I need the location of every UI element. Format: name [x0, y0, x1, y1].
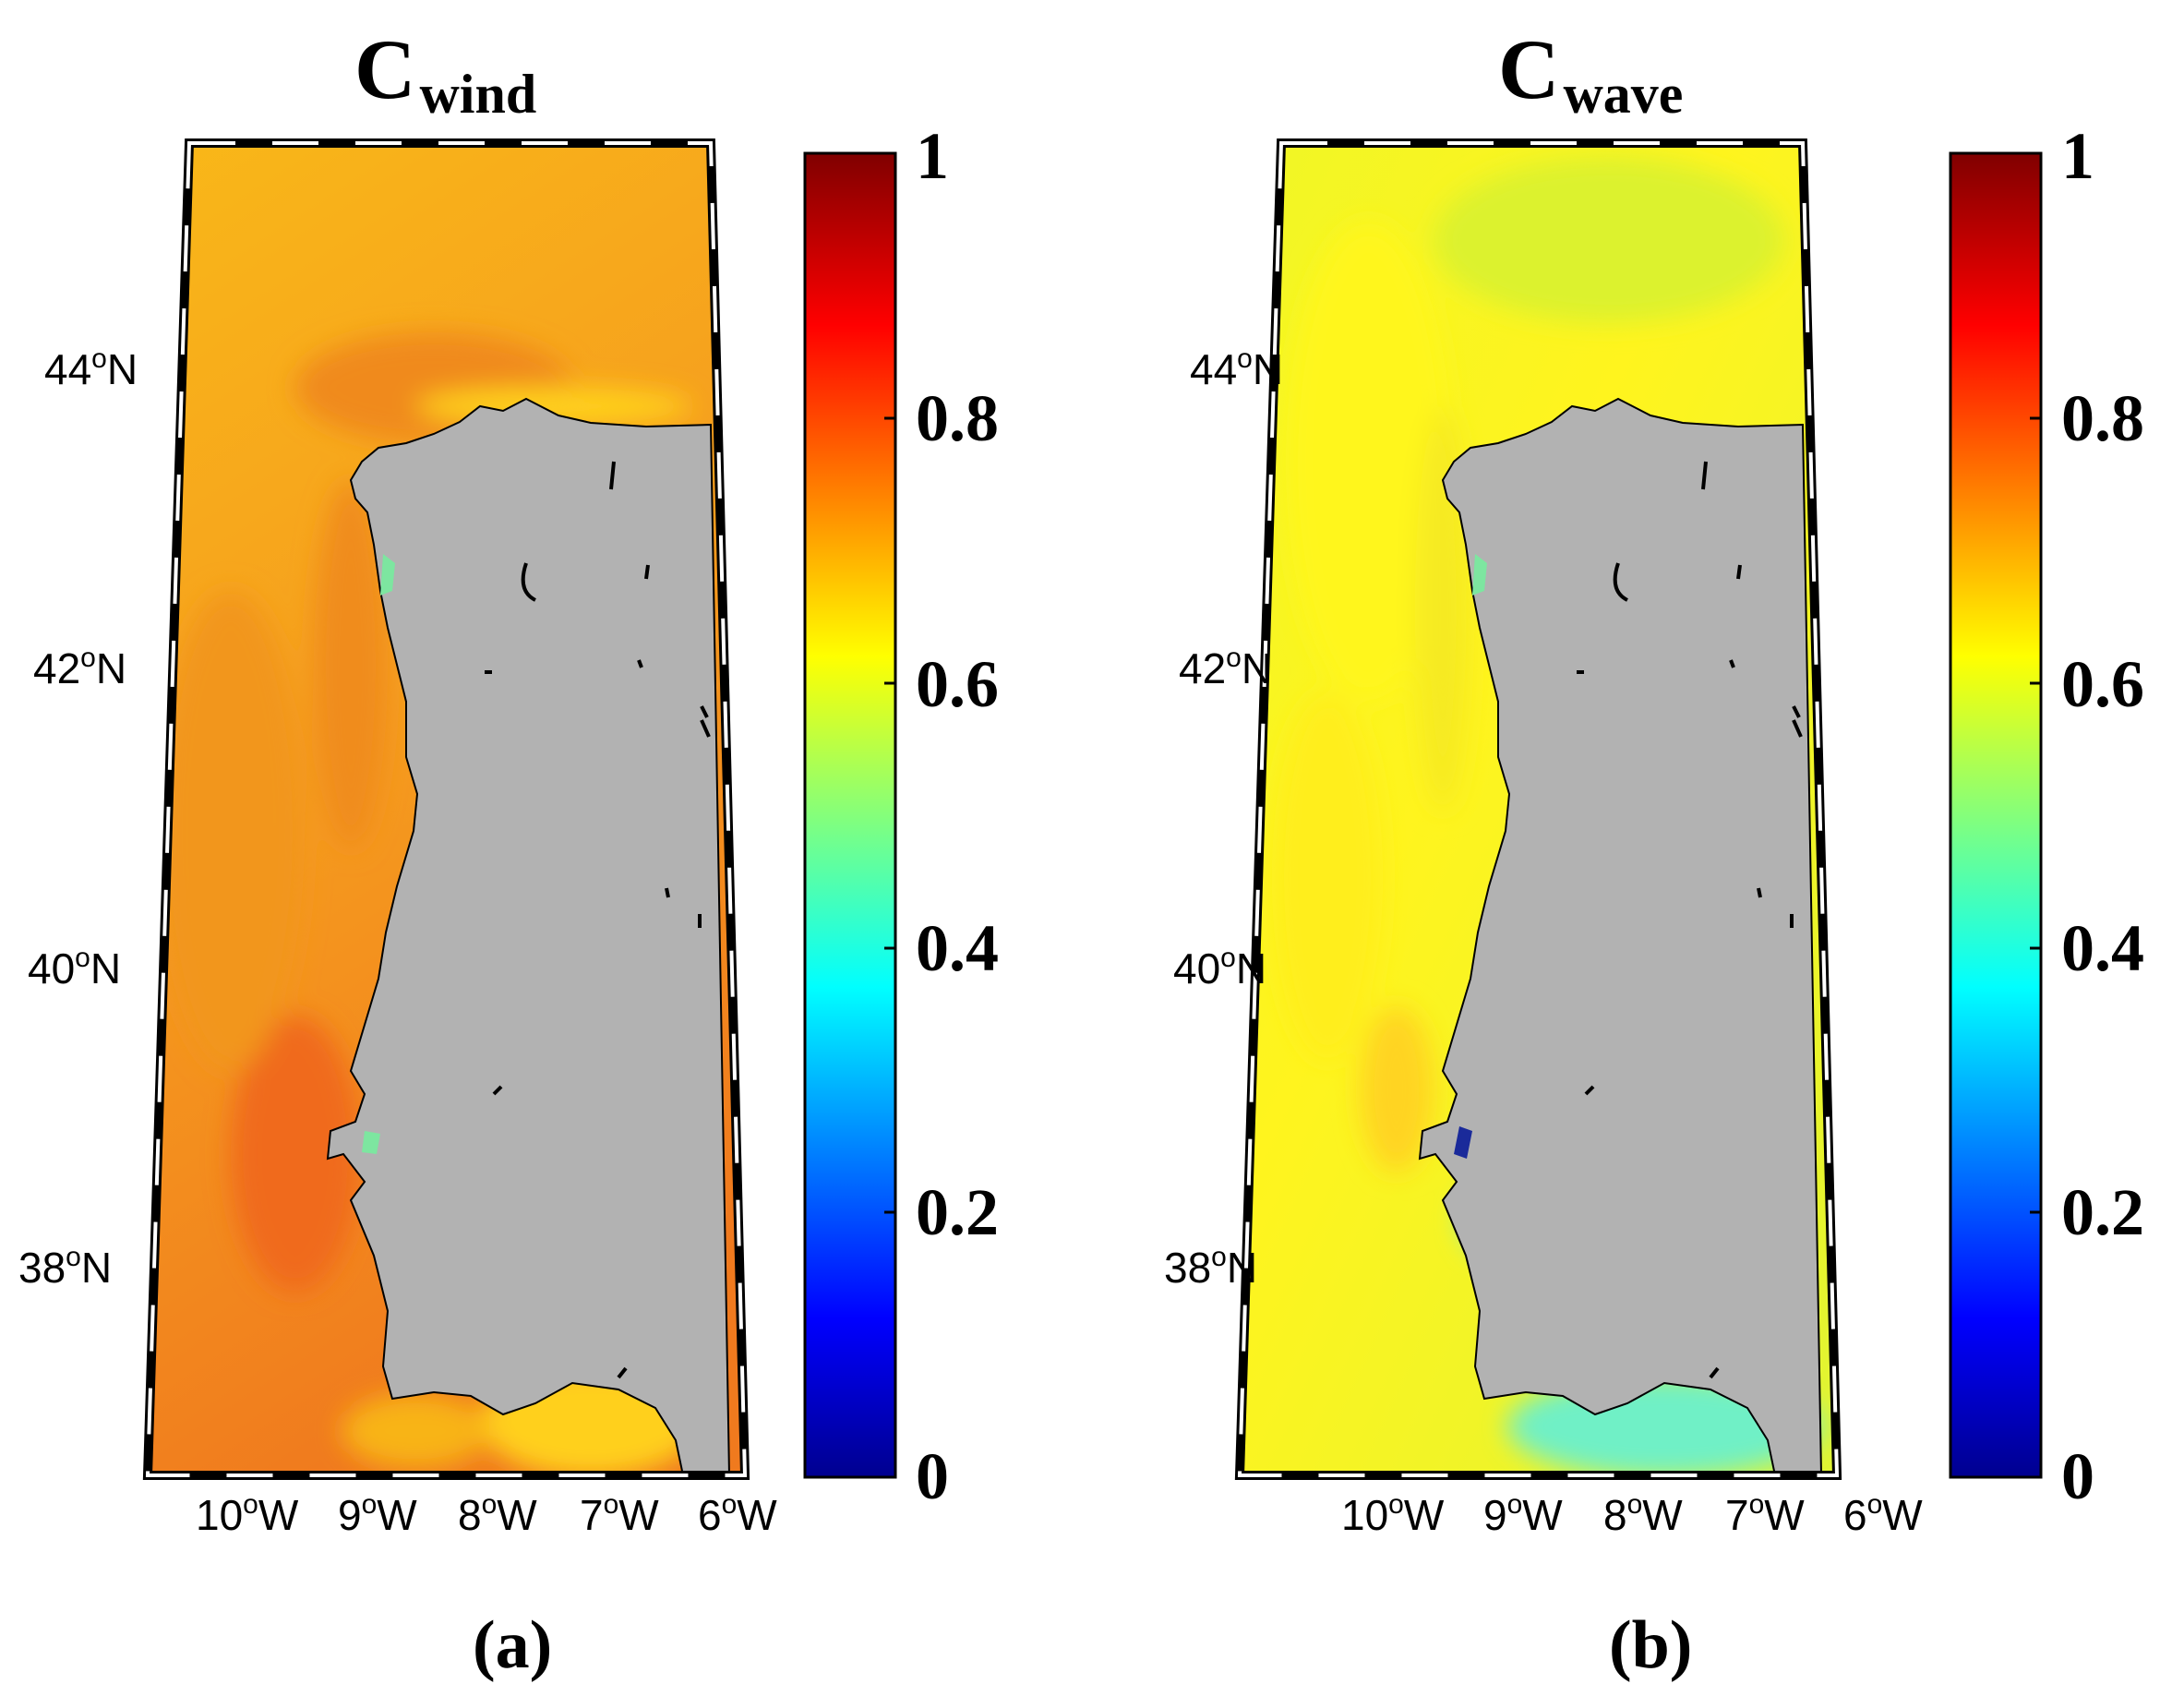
colorbar-tick: 0.2 — [916, 1175, 999, 1249]
wind-map — [142, 138, 897, 1480]
lat-label: 44oN — [1190, 343, 1284, 393]
lon-label: 10oW — [196, 1489, 299, 1539]
colorbar — [1949, 151, 2043, 1479]
lat-label: 44oN — [44, 343, 138, 393]
colorbar — [803, 151, 897, 1479]
colorbar-tick: 0.4 — [2061, 911, 2144, 985]
lon-label: 6oW — [1843, 1489, 1923, 1539]
lon-label: 9oW — [338, 1489, 417, 1539]
lat-label: 40oN — [28, 943, 122, 992]
colorbar-tick: 1 — [916, 119, 949, 193]
panel-title: Cwind — [354, 22, 537, 125]
colorbar-tick: 0.8 — [2061, 381, 2144, 455]
lon-label: 10oW — [1341, 1489, 1445, 1539]
lat-label: 42oN — [1179, 643, 1273, 692]
ocean-field — [1240, 143, 1837, 1475]
colorbar-tick: 0.6 — [2061, 647, 2144, 721]
ocean-field — [148, 143, 745, 1475]
colorbar-tick: 1 — [2061, 119, 2094, 193]
land-iberia — [326, 397, 731, 1475]
colorbar-tick: 0.2 — [2061, 1175, 2144, 1249]
colorbar-tick: 0 — [916, 1439, 949, 1513]
panel-caption: (a) — [473, 1607, 553, 1683]
panel-wind: Cwind 44oN — [18, 22, 999, 1683]
lon-label: 8oW — [1603, 1489, 1683, 1539]
lon-label: 9oW — [1483, 1489, 1563, 1539]
lat-label: 38oN — [18, 1242, 113, 1292]
panel-caption: (b) — [1609, 1607, 1693, 1683]
lon-label: 6oW — [698, 1489, 777, 1539]
lat-label: 42oN — [33, 643, 127, 692]
colorbar-tick: 0.6 — [916, 647, 999, 721]
lon-label: 8oW — [458, 1489, 537, 1539]
panel-title: Cwave — [1498, 22, 1684, 125]
lat-label: 38oN — [1164, 1242, 1258, 1292]
panel-wave: Cwave 44oN — [1092, 0, 2184, 1708]
lat-label: 40oN — [1173, 943, 1267, 992]
colorbar-tick: 0.4 — [916, 911, 999, 985]
colorbar-tick: 0.8 — [916, 381, 999, 455]
wave-map — [1234, 138, 2043, 1480]
lon-label: 7oW — [1725, 1489, 1805, 1539]
land-iberia — [1418, 397, 1823, 1475]
colorbar-tick: 0 — [2061, 1439, 2094, 1513]
lon-label: 7oW — [580, 1489, 659, 1539]
